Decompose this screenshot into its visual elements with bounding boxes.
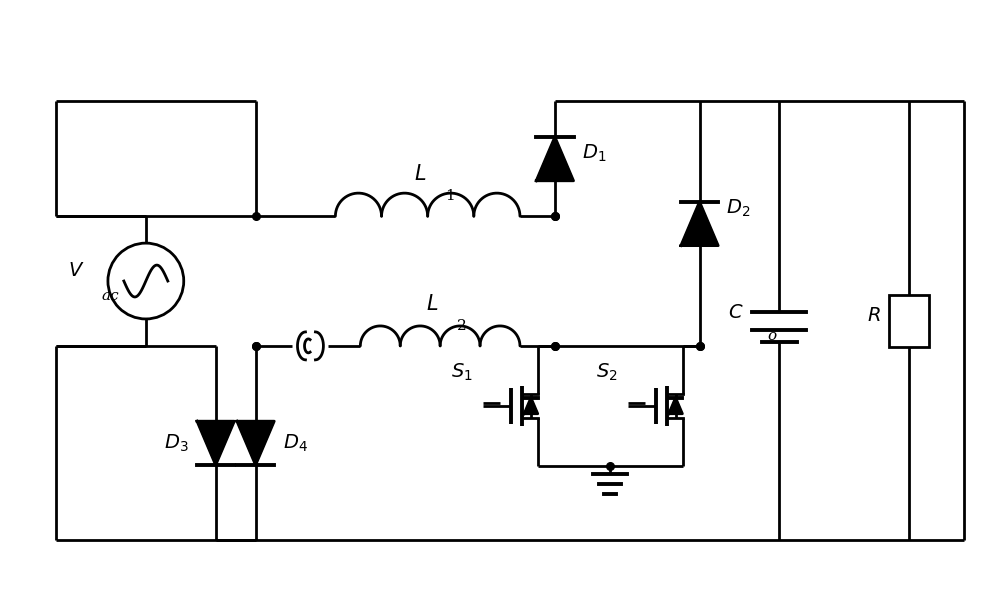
Polygon shape <box>197 421 234 465</box>
Bar <box>889 295 929 347</box>
Text: $D_1$: $D_1$ <box>582 143 606 164</box>
Text: o: o <box>767 329 776 343</box>
Text: $R$: $R$ <box>867 307 881 325</box>
Text: $L$: $L$ <box>426 294 438 314</box>
Polygon shape <box>669 398 682 414</box>
Text: ac: ac <box>102 289 120 303</box>
Text: $D_4$: $D_4$ <box>283 433 307 454</box>
Polygon shape <box>681 202 718 246</box>
Text: $D_3$: $D_3$ <box>164 433 189 454</box>
Text: $V$: $V$ <box>68 262 84 280</box>
Text: $C$: $C$ <box>728 304 743 322</box>
Polygon shape <box>237 421 274 465</box>
Polygon shape <box>524 398 538 414</box>
Text: $D_2$: $D_2$ <box>726 198 751 219</box>
Text: $S_1$: $S_1$ <box>451 362 473 384</box>
Polygon shape <box>536 137 574 181</box>
Text: 1: 1 <box>445 189 454 203</box>
Text: $S_2$: $S_2$ <box>596 362 618 384</box>
Text: 2: 2 <box>457 319 467 333</box>
Text: $L$: $L$ <box>414 164 426 184</box>
